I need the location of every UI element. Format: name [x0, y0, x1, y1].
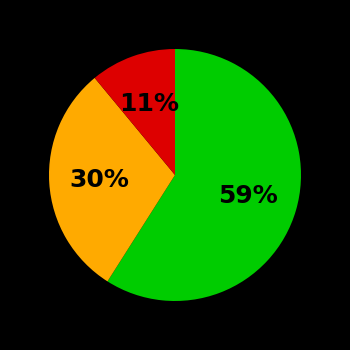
Text: 11%: 11% — [119, 92, 180, 116]
Wedge shape — [107, 49, 301, 301]
Wedge shape — [95, 49, 175, 175]
Text: 30%: 30% — [70, 168, 130, 192]
Wedge shape — [49, 78, 175, 281]
Text: 59%: 59% — [218, 184, 278, 208]
